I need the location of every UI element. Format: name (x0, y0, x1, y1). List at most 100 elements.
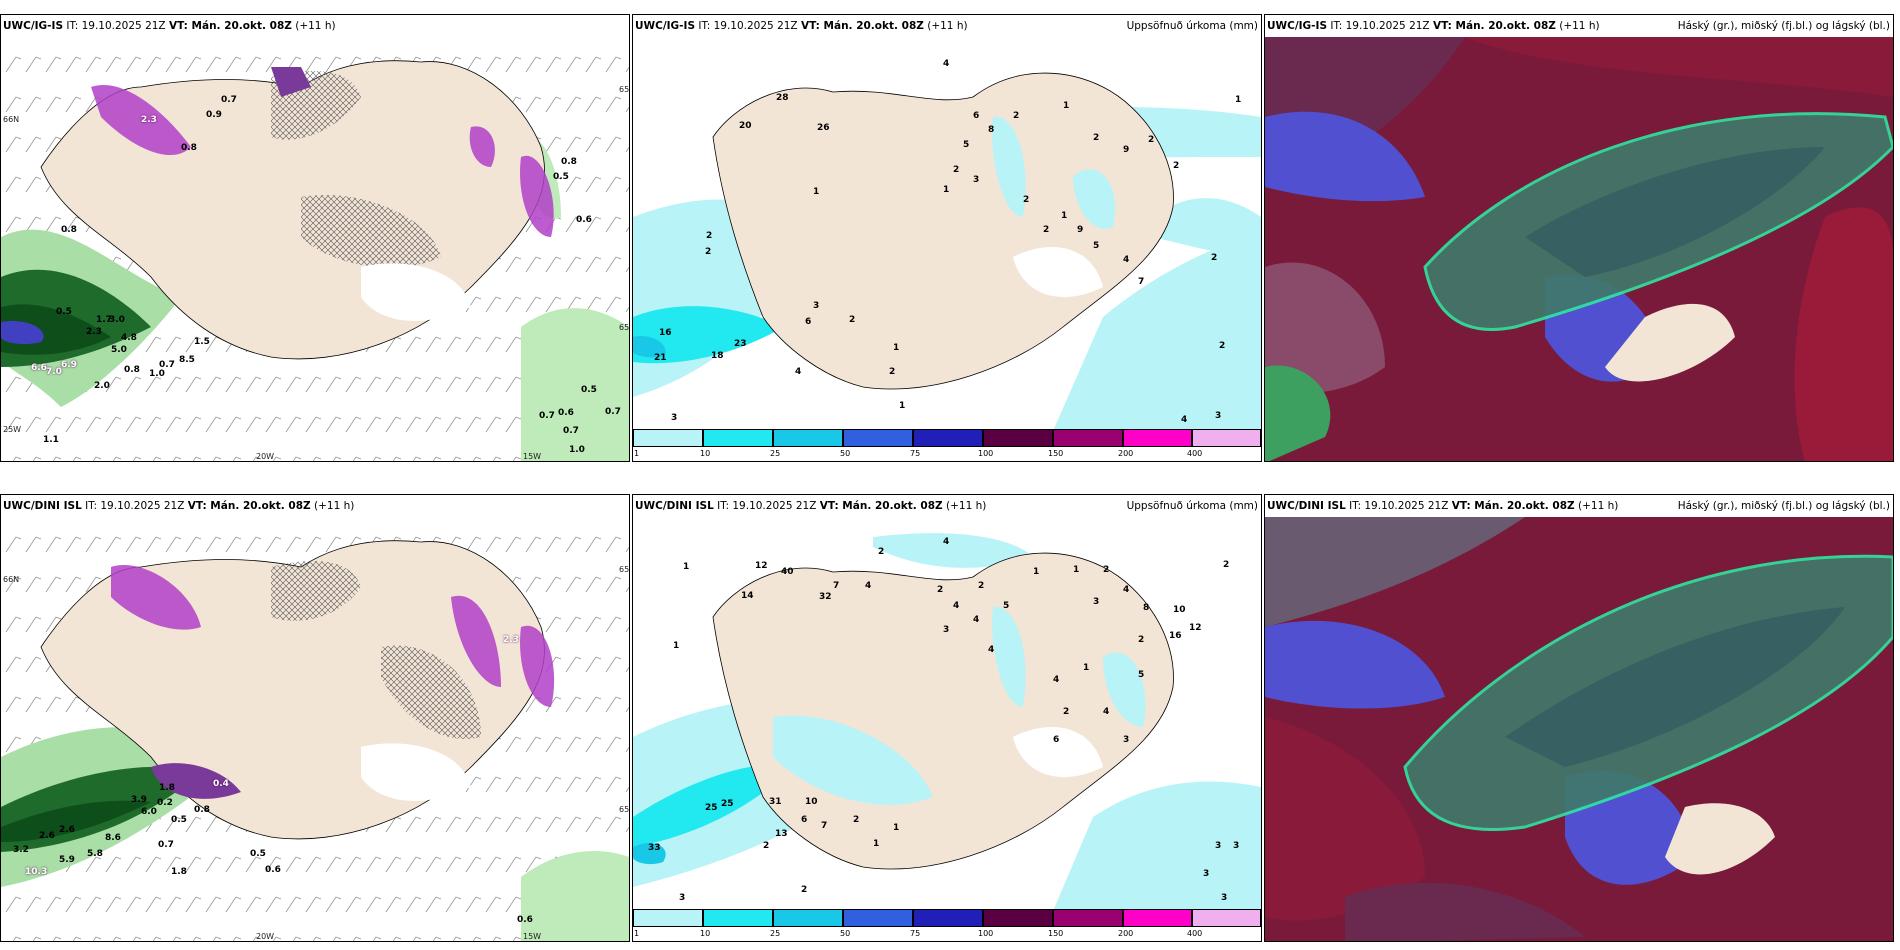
colorbar-tick: 50 (840, 929, 851, 938)
value-label: 2 (878, 547, 885, 557)
value-label: 5.0 (111, 345, 127, 355)
value-label: 1 (899, 401, 906, 411)
value-label: 31 (769, 797, 782, 807)
colorbar-seg (1192, 909, 1261, 927)
cloud-map (1265, 517, 1893, 941)
value-label: 6 (1053, 735, 1060, 745)
panel-header: UWC/DINI ISL IT: 19.10.2025 21Z VT: Mán.… (1267, 500, 1890, 512)
accum-precip-panel-dini: UWC/DINI ISL IT: 19.10.2025 21Z VT: Mán.… (632, 494, 1262, 942)
value-label: 0.4 (213, 779, 229, 789)
value-label: 6.6 (31, 363, 47, 373)
value-label: 12 (1189, 623, 1202, 633)
value-label: 2 (705, 247, 712, 257)
value-label: 1 (873, 839, 880, 849)
accum-precip-map (633, 517, 1261, 911)
axis-label: 66N (3, 115, 20, 124)
value-label: 3 (1221, 893, 1228, 903)
value-label: 2 (1138, 635, 1145, 645)
axis-label: 20W (256, 452, 275, 461)
value-label: 0.7 (221, 95, 237, 105)
value-label: 2 (1023, 195, 1030, 205)
value-label: 7 (821, 821, 828, 831)
value-label: 2 (1063, 707, 1070, 717)
value-label: 33 (648, 843, 661, 853)
value-label: 1.8 (159, 783, 175, 793)
value-label: 1.5 (194, 337, 210, 347)
colorbar-seg (913, 429, 983, 447)
value-label: 2 (1043, 225, 1050, 235)
value-label: 2 (1223, 560, 1230, 570)
value-label: 2 (1093, 133, 1100, 143)
value-label: 0.8 (194, 805, 210, 815)
value-label: 2 (1148, 135, 1155, 145)
colorbar-tick: 1 (634, 449, 640, 458)
colorbar-tick: 150 (1048, 449, 1064, 458)
value-label: 25 (705, 803, 718, 813)
value-label: 4 (988, 645, 995, 655)
colorbar-tick: 10 (700, 929, 711, 938)
colorbar-tick: 25 (770, 449, 781, 458)
value-label: 7 (833, 581, 840, 591)
axis-label: 65N (619, 565, 630, 574)
axis-label: 20W (256, 932, 275, 941)
value-label: 0.8 (61, 225, 77, 235)
value-label: 2 (1211, 253, 1218, 263)
axis-label: 65N (619, 805, 630, 814)
value-label: 1 (813, 187, 820, 197)
colorbar-tick: 150 (1048, 929, 1064, 938)
colorbar-tick: 50 (840, 449, 851, 458)
value-label: 4.8 (121, 333, 137, 343)
value-label: 3 (1123, 735, 1130, 745)
value-label: 21 (654, 353, 667, 363)
precip-colorbar: 1 10 25 50 75 100 150 200 400 (633, 909, 1261, 939)
value-label: 5 (1138, 670, 1145, 680)
colorbar-seg (913, 909, 983, 927)
colorbar-seg (1053, 429, 1123, 447)
value-label: 1 (893, 343, 900, 353)
value-label: 16 (1169, 631, 1182, 641)
value-label: 28 (776, 93, 789, 103)
value-label: 26 (817, 123, 830, 133)
value-label: 3 (943, 625, 950, 635)
value-label: 0.8 (181, 143, 197, 153)
value-label: 3 (679, 893, 686, 903)
colorbar-seg (633, 429, 703, 447)
value-label: 10.3 (25, 867, 48, 877)
value-label: 7 (1138, 277, 1145, 287)
value-label: 1 (1235, 95, 1242, 105)
precip-type-map (1, 517, 629, 941)
value-label: 6 (805, 317, 812, 327)
colorbar-seg (983, 909, 1053, 927)
value-label: 0.6 (517, 915, 533, 925)
value-label: 2 (849, 315, 856, 325)
value-label: 4 (1181, 415, 1188, 425)
panel-header: UWC/DINI ISL IT: 19.10.2025 21Z VT: Mán.… (3, 500, 355, 512)
value-label: 12 (755, 561, 768, 571)
cloud-panel-dini: UWC/DINI ISL IT: 19.10.2025 21Z VT: Mán.… (1264, 494, 1894, 942)
axis-label: 15W (523, 932, 542, 941)
value-label: 2.3 (141, 115, 157, 125)
value-label: 0.5 (250, 849, 266, 859)
value-label: 2 (853, 815, 860, 825)
value-label: 25 (721, 799, 734, 809)
cloud-panel-igis: UWC/IG-IS IT: 19.10.2025 21Z VT: Mán. 20… (1264, 14, 1894, 462)
value-label: 3 (671, 413, 678, 423)
value-label: 1.7 (96, 315, 112, 325)
colorbar-tick: 100 (978, 449, 994, 458)
value-label: 20 (739, 121, 752, 131)
colorbar-seg (843, 429, 913, 447)
value-label: 1 (1033, 567, 1040, 577)
colorbar-seg (983, 429, 1053, 447)
value-label: 3 (1093, 597, 1100, 607)
value-label: 3 (1215, 411, 1222, 421)
value-label: 4 (1053, 675, 1060, 685)
axis-label: 65N (619, 323, 630, 332)
value-label: 3 (1233, 841, 1240, 851)
value-label: 1 (893, 823, 900, 833)
precip-type-map (1, 37, 629, 461)
value-label: 4 (1103, 707, 1110, 717)
value-label: 18 (711, 351, 724, 361)
value-label: 1.0 (569, 445, 585, 455)
value-label: 6 (801, 815, 808, 825)
value-label: 8 (988, 125, 995, 135)
